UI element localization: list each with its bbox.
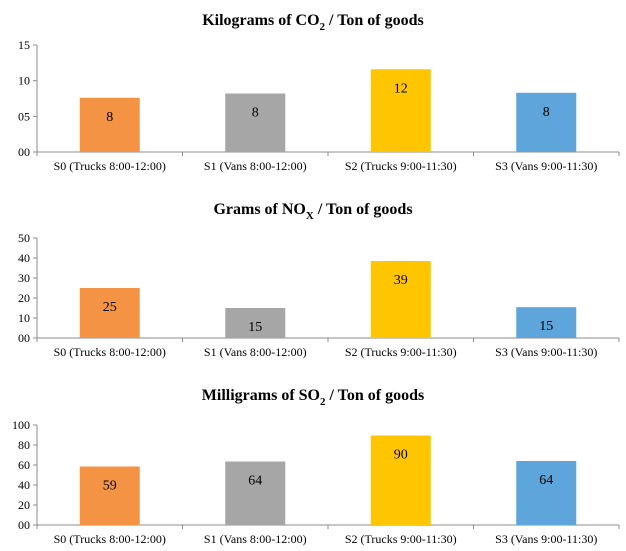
y-tick-label: 40 bbox=[18, 251, 30, 265]
chart-panel-0: Kilograms of CO2 / Ton of goods 00 05 10 15 8… bbox=[18, 12, 620, 173]
y-tick-label: 40 bbox=[18, 478, 30, 492]
bar bbox=[225, 93, 286, 152]
y-tick-label: 00 bbox=[18, 331, 30, 345]
y-tick-label: 10 bbox=[18, 74, 30, 88]
category-label: S0 (Trucks 8:00-12:00) bbox=[54, 345, 166, 359]
data-label: 64 bbox=[539, 473, 553, 488]
bar bbox=[516, 307, 577, 338]
data-label: 59 bbox=[103, 479, 117, 494]
chart-title: Kilograms of CO2 / Ton of goods bbox=[202, 12, 424, 33]
bar bbox=[516, 461, 577, 525]
data-label: 8 bbox=[106, 110, 113, 125]
data-label: 15 bbox=[248, 320, 262, 335]
data-label: 39 bbox=[394, 273, 408, 288]
chart-panel-1: Grams of NOX / Ton of goods 00 10 20 30 40 50 2… bbox=[18, 201, 620, 359]
category-label: S2 (Trucks 9:00-11:30) bbox=[345, 532, 457, 546]
y-tick-label: 00 bbox=[18, 145, 30, 159]
bar bbox=[370, 435, 431, 525]
y-tick-label: 50 bbox=[18, 231, 30, 245]
data-label: 15 bbox=[539, 319, 553, 334]
chart-title: Grams of NOX / Ton of goods bbox=[213, 201, 412, 222]
data-label: 64 bbox=[248, 474, 262, 489]
category-label: S3 (Vans 9:00-11:30) bbox=[495, 159, 597, 173]
category-label: S0 (Trucks 8:00-12:00) bbox=[54, 159, 166, 173]
y-tick-label: 00 bbox=[18, 518, 30, 532]
bar bbox=[516, 92, 577, 152]
bar bbox=[225, 461, 286, 525]
data-label: 25 bbox=[103, 300, 117, 315]
category-label: S1 (Vans 8:00-12:00) bbox=[204, 345, 307, 359]
y-tick-label: 20 bbox=[18, 498, 30, 512]
y-tick-label: 100 bbox=[12, 418, 30, 432]
y-tick-label: 10 bbox=[18, 311, 30, 325]
data-label: 8 bbox=[252, 106, 259, 121]
category-label: S2 (Trucks 9:00-11:30) bbox=[345, 345, 457, 359]
y-tick-label: 20 bbox=[18, 291, 30, 305]
bar bbox=[370, 69, 431, 152]
category-label: S1 (Vans 8:00-12:00) bbox=[204, 532, 307, 546]
category-label: S2 (Trucks 9:00-11:30) bbox=[345, 159, 457, 173]
y-tick-label: 15 bbox=[18, 38, 30, 52]
data-label: 8 bbox=[543, 105, 550, 120]
category-label: S3 (Vans 9:00-11:30) bbox=[495, 532, 597, 546]
data-label: 12 bbox=[394, 81, 408, 96]
y-tick-label: 60 bbox=[18, 458, 30, 472]
y-tick-label: 05 bbox=[18, 109, 30, 123]
category-label: S1 (Vans 8:00-12:00) bbox=[204, 159, 307, 173]
chart-panel-2: Milligrams of SO2 / Ton of goods 00 20 40 60… bbox=[12, 387, 620, 546]
category-label: S3 (Vans 9:00-11:30) bbox=[495, 345, 597, 359]
data-label: 90 bbox=[394, 448, 408, 463]
bar bbox=[370, 261, 431, 338]
chart-title: Milligrams of SO2 / Ton of goods bbox=[202, 387, 424, 408]
bar bbox=[79, 288, 140, 338]
category-label: S0 (Trucks 8:00-12:00) bbox=[54, 532, 166, 546]
y-tick-label: 30 bbox=[18, 271, 30, 285]
bar bbox=[79, 97, 140, 152]
bar bbox=[225, 308, 286, 338]
y-tick-label: 80 bbox=[18, 438, 30, 452]
bar bbox=[79, 466, 140, 525]
